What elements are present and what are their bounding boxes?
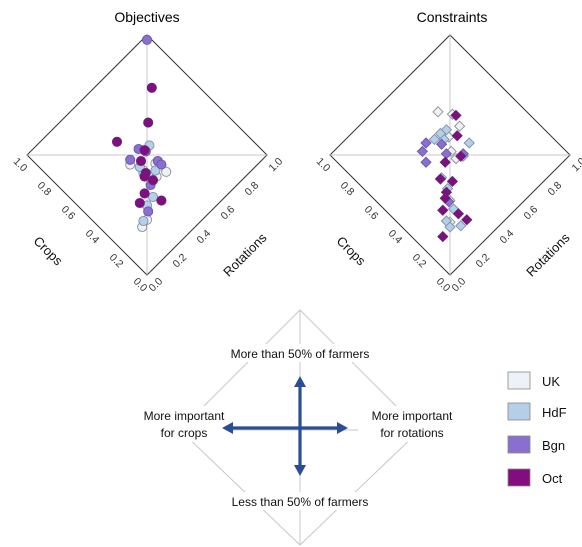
rotations-tick-label: 0.8 [242, 179, 261, 198]
key-bottom-label: Less than 50% of farmers [232, 495, 369, 509]
point-oct [446, 175, 459, 188]
rotations-tick-label: 0.4 [194, 227, 213, 246]
crops-tick-label: 0.4 [83, 227, 102, 246]
rotations-tick-label: 0.2 [473, 251, 492, 270]
arrow-up-head [294, 376, 306, 387]
interpretation-key: More than 50% of farmers Less than 50% o… [136, 309, 466, 546]
legend-swatch-oct [507, 468, 531, 487]
crops-tick-label: 1.0 [11, 155, 30, 174]
constraints-ticks: 0.00.00.2 0.20.4 0.40.6 0.60.8 0.81.0 1.0 [314, 155, 582, 294]
key-top-label: More than 50% of farmers [231, 347, 370, 361]
key-left-label-line2: for crops [161, 426, 208, 440]
point-hdf [147, 191, 159, 203]
point-hdf [444, 221, 456, 233]
point-hdf [428, 133, 441, 146]
point-hdf [434, 127, 447, 140]
objectives-crops-label: Crops [31, 233, 66, 268]
constraints-title: Constraints [417, 9, 488, 25]
legend-label-oct: Oct [542, 471, 563, 486]
point-oct [455, 150, 467, 162]
point-hdf [138, 215, 149, 227]
rotations-tick-label: 1.0 [266, 155, 285, 174]
crops-tick-label: 0.8 [35, 179, 54, 198]
arrow-left-head [222, 422, 233, 434]
rotations-tick-label: 0.2 [170, 251, 189, 270]
key-top-label-bg [214, 344, 386, 362]
point-oct [156, 195, 167, 206]
point-hdf [463, 137, 475, 149]
objectives-points [111, 34, 172, 233]
crops-tick-label: 1.0 [314, 155, 333, 174]
point-oct [450, 109, 462, 122]
key-left-label-line1: More important [144, 409, 225, 423]
point-bgn [156, 159, 167, 170]
key-right-label-bg [358, 406, 466, 442]
crops-tick-label: 0.8 [338, 179, 357, 198]
objectives-panel: Objectives 0.00.00.2 0.20.4 0.40.6 0.60.8 0.… [11, 9, 286, 294]
point-bgn [435, 138, 448, 150]
key-right-label-line1: More important [372, 409, 453, 423]
legend-label-hdf: HdF [542, 405, 567, 420]
point-oct [139, 145, 150, 156]
point-bgn [416, 145, 429, 158]
point-oct [434, 173, 447, 185]
rotations-tick-label: 0.0 [146, 275, 165, 294]
point-oct [461, 214, 473, 226]
objectives-title: Objectives [114, 9, 179, 25]
key-bottom-label-bg [218, 492, 382, 510]
legend-swatch-hdf [507, 402, 531, 421]
legend-label-uk: UK [542, 374, 560, 389]
point-bgn [125, 154, 136, 165]
point-oct [143, 117, 154, 128]
point-hdf [455, 220, 467, 232]
point-oct [135, 155, 147, 167]
crops-tick-label: 0.2 [107, 251, 126, 270]
legend: UK HdF Bgn Oct [507, 371, 567, 487]
crops-tick-label: 0.6 [59, 203, 78, 222]
point-oct [147, 175, 159, 186]
point-oct [134, 197, 145, 209]
point-oct [139, 188, 150, 199]
legend-swatch-bgn [507, 435, 531, 454]
arrow-down-head [294, 465, 306, 476]
point-bgn [420, 137, 432, 149]
constraints-rotations-label: Rotations [523, 230, 573, 280]
point-bgn [143, 206, 154, 217]
legend-label-bgn: Bgn [542, 438, 565, 453]
rotations-tick-label: 1.0 [569, 155, 582, 174]
legend-swatch-uk [507, 371, 531, 390]
crops-tick-label: 0.4 [386, 227, 405, 246]
key-arrows [222, 376, 348, 476]
rotations-tick-label: 0.0 [449, 275, 468, 294]
point-oct [439, 192, 451, 204]
key-right-label-line2: for rotations [380, 426, 443, 440]
point-oct [146, 82, 157, 93]
key-left-label-bg [136, 406, 228, 442]
point-hdf [150, 165, 161, 176]
constraints-panel: Constraints 0.00.00.2 0.20.4 0.40.6 0.60.8 0… [314, 9, 582, 294]
rotations-tick-label: 0.6 [521, 203, 540, 222]
point-bgn [420, 156, 432, 168]
point-oct [437, 204, 449, 216]
objectives-rotations-label: Rotations [220, 230, 270, 280]
rotations-tick-label: 0.8 [545, 179, 564, 198]
rotations-tick-label: 0.6 [218, 203, 237, 222]
point-oct [451, 130, 463, 142]
arrow-right-head [337, 422, 348, 434]
rotations-tick-label: 0.4 [497, 227, 516, 246]
point-oct [139, 171, 150, 182]
constraints-points [416, 106, 475, 243]
crops-tick-label: 0.2 [410, 251, 429, 270]
point-oct [111, 136, 123, 147]
crops-tick-label: 0.6 [362, 203, 381, 222]
point-oct [439, 156, 451, 168]
point-uk [453, 120, 466, 132]
point-uk [161, 166, 172, 177]
point-uk [432, 106, 444, 118]
point-bgn [141, 34, 153, 45]
point-oct [437, 230, 449, 243]
constraints-crops-label: Crops [334, 233, 369, 268]
point-oct [452, 208, 465, 220]
